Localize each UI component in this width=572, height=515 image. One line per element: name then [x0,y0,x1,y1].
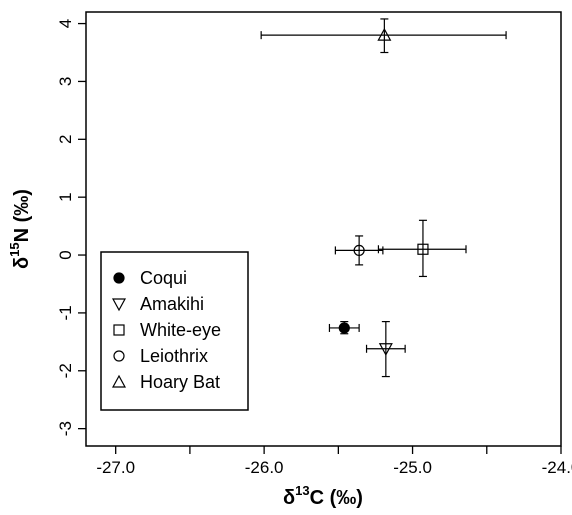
x-axis-title-rest: C (‰) [310,487,363,509]
data-points [260,18,507,378]
y-tick-label: 3 [56,77,75,86]
x-axis-title: δ13C (‰) [283,483,363,509]
y-axis-title: δ15N (‰) [7,189,33,269]
y-tick-label: 2 [56,135,75,144]
x-tick-label: -25.0 [393,458,432,477]
legend-marker [113,324,125,336]
y-tick-label: 1 [56,192,75,201]
data-point [378,343,393,357]
legend: Coqui Amakihi White-eye Leiothrix Hoary Bat [100,251,249,411]
x-tick-label: -26.0 [245,458,284,477]
plot-frame [85,11,562,447]
series-hoary-bat [260,18,507,54]
series-leiothrix [334,235,384,266]
data-point [377,27,392,41]
y-axis-title-rest: N (‰) [11,189,33,242]
x-axis-title-superscript: 13 [295,483,309,498]
x-axis-title-delta: δ [283,487,295,509]
legend-marker [113,350,125,362]
data-point [338,322,350,334]
y-tick-label: -1 [56,305,75,320]
legend-box [100,251,249,411]
legend-label: Leiothrix [140,346,208,366]
legend-label: Amakihi [140,294,204,314]
x-tick-label: -24.0 [542,458,572,477]
series-coqui [328,320,360,335]
y-tick-label: -2 [56,363,75,378]
y-axis: -3 -2 -1 0 1 2 3 4 [56,19,86,436]
data-point [417,243,429,255]
x-tick-label: -27.0 [96,458,135,477]
y-tick-label: -3 [56,421,75,436]
data-point [353,244,365,257]
legend-marker [113,272,125,284]
series-amakihi [365,320,406,378]
legend-label: White-eye [140,320,221,340]
y-tick-label: 0 [56,250,75,259]
y-axis-title-superscript: 15 [7,242,22,256]
legend-marker [111,374,127,388]
series-white-eye [377,219,467,278]
x-axis: -27.0 -26.0 -25.0 -24.0 [96,446,572,477]
y-tick-label: 4 [56,19,75,28]
y-axis-title-delta: δ [11,257,33,269]
legend-label: Coqui [140,268,187,288]
legend-marker [111,298,127,312]
legend-label: Hoary Bat [140,372,220,392]
